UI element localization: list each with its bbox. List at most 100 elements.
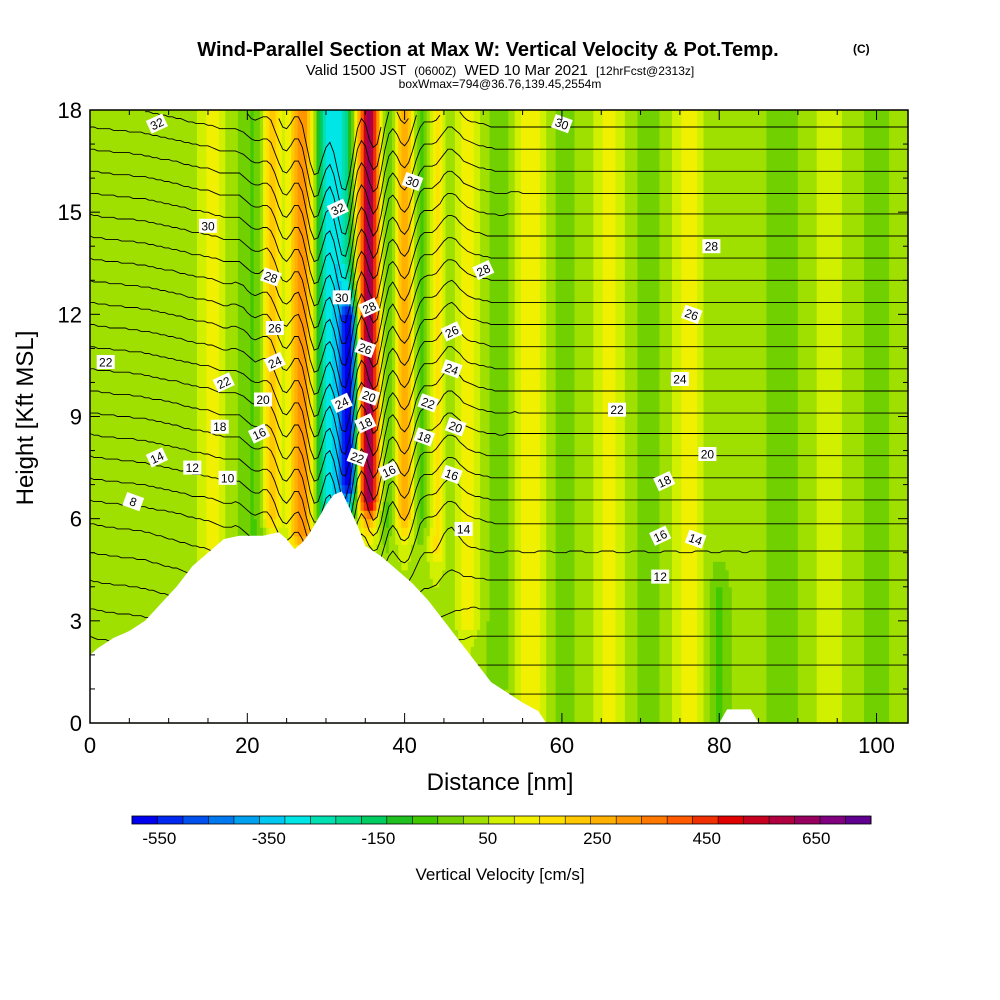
velocity-cell xyxy=(124,416,129,426)
velocity-cell xyxy=(162,212,167,222)
velocity-cell xyxy=(105,212,110,222)
velocity-cell xyxy=(165,510,170,520)
velocity-cell xyxy=(121,110,126,120)
velocity-cell xyxy=(165,425,170,435)
velocity-cell xyxy=(124,433,129,443)
velocity-cell xyxy=(115,220,119,230)
velocity-cell xyxy=(124,144,129,154)
velocity-cell xyxy=(140,339,145,349)
velocity-cell xyxy=(162,331,167,341)
velocity-cell xyxy=(112,561,116,571)
velocity-cell xyxy=(96,246,101,256)
velocity-cell xyxy=(108,612,113,622)
velocity-cell xyxy=(93,637,97,647)
velocity-cell xyxy=(118,152,123,162)
velocity-cell xyxy=(159,459,163,469)
velocity-cell xyxy=(118,399,123,409)
velocity-cell xyxy=(156,331,160,341)
velocity-cell xyxy=(171,212,176,222)
velocity-cell xyxy=(134,288,138,298)
velocity-cell xyxy=(99,535,104,545)
velocity-cell xyxy=(171,416,176,426)
velocity-cell xyxy=(108,416,113,426)
velocity-cell xyxy=(127,450,132,460)
velocity-cell xyxy=(102,527,107,537)
velocity-cell xyxy=(115,552,119,562)
velocity-cell xyxy=(127,178,132,188)
velocity-cell xyxy=(156,127,160,137)
velocity-cell xyxy=(152,578,157,588)
velocity-cell xyxy=(162,263,167,273)
velocity-cell xyxy=(156,578,160,588)
velocity-cell xyxy=(99,416,104,426)
velocity-cell xyxy=(159,212,163,222)
velocity-cell xyxy=(168,280,173,290)
velocity-cell xyxy=(149,518,154,528)
velocity-cell xyxy=(162,178,167,188)
velocity-cell xyxy=(112,595,116,605)
velocity-cell xyxy=(156,203,160,213)
velocity-cell xyxy=(143,382,148,392)
velocity-cell xyxy=(124,237,129,247)
velocity-cell xyxy=(159,416,163,426)
velocity-cell xyxy=(143,527,148,537)
velocity-cell xyxy=(127,569,132,579)
velocity-cell xyxy=(130,425,135,435)
velocity-cell xyxy=(124,331,129,341)
velocity-cell xyxy=(115,186,119,196)
velocity-cell xyxy=(118,603,123,613)
subtitle-date: WED 10 Mar 2021 xyxy=(464,62,587,79)
velocity-cell xyxy=(171,127,176,137)
velocity-cell xyxy=(99,586,104,596)
velocity-cell xyxy=(112,254,116,264)
velocity-cell xyxy=(134,399,138,409)
velocity-cell xyxy=(90,450,94,460)
velocity-cell xyxy=(152,476,157,486)
velocity-cell xyxy=(121,390,126,401)
velocity-cell xyxy=(96,212,101,222)
velocity-cell xyxy=(121,271,126,281)
velocity-cell xyxy=(99,629,104,639)
velocity-cell xyxy=(162,161,167,171)
velocity-cell xyxy=(137,305,141,315)
velocity-cell xyxy=(115,510,119,520)
velocity-cell xyxy=(127,382,132,392)
velocity-cell xyxy=(174,339,179,349)
velocity-cell xyxy=(121,382,126,392)
velocity-cell xyxy=(149,373,154,384)
velocity-cell xyxy=(115,603,119,613)
velocity-cell xyxy=(174,535,179,545)
velocity-cell xyxy=(108,373,113,384)
velocity-cell xyxy=(102,305,107,315)
velocity-cell xyxy=(130,297,135,307)
velocity-cell xyxy=(105,518,110,528)
velocity-cell xyxy=(102,399,107,409)
velocity-cell xyxy=(156,271,160,281)
velocity-cell xyxy=(146,169,151,179)
velocity-cell xyxy=(168,237,173,247)
velocity-cell xyxy=(105,203,110,213)
velocity-cell xyxy=(105,493,110,503)
velocity-cell xyxy=(127,314,132,324)
velocity-cell xyxy=(168,493,173,503)
velocity-cell xyxy=(127,586,132,596)
velocity-cell xyxy=(102,348,107,358)
velocity-cell xyxy=(90,127,94,137)
velocity-cell xyxy=(105,467,110,477)
velocity-cell xyxy=(152,229,157,239)
velocity-cell xyxy=(115,339,119,349)
velocity-cell xyxy=(171,305,176,315)
velocity-cell xyxy=(162,578,167,588)
velocity-cell xyxy=(156,314,160,324)
velocity-cell xyxy=(162,510,167,520)
velocity-cell xyxy=(143,305,148,315)
velocity-cell xyxy=(124,254,129,264)
velocity-cell xyxy=(121,620,126,630)
velocity-cell xyxy=(115,399,119,409)
velocity-cell xyxy=(124,552,129,562)
velocity-cell xyxy=(99,135,104,145)
velocity-cell xyxy=(99,433,104,443)
velocity-cell xyxy=(108,280,113,290)
velocity-cell xyxy=(115,407,119,418)
velocity-cell xyxy=(171,467,176,477)
